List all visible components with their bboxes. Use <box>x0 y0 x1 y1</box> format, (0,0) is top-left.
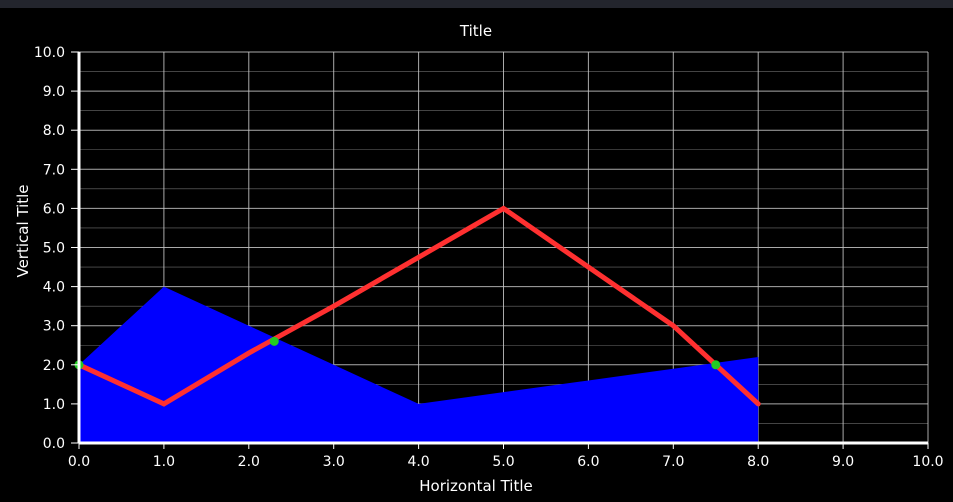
data-marker <box>269 336 279 346</box>
y-tick-label: 8.0 <box>43 123 65 139</box>
top-bar <box>0 0 953 8</box>
x-tick-label: 8.0 <box>747 454 769 470</box>
y-axis-title: Vertical Title <box>14 184 32 277</box>
y-tick-label: 2.0 <box>43 358 65 374</box>
y-tick-label: 5.0 <box>43 241 65 257</box>
y-tick-label: 10.0 <box>34 45 65 61</box>
area-series <box>79 286 759 443</box>
x-tick-label: 0.0 <box>68 454 90 470</box>
x-tick-label: 3.0 <box>323 454 345 470</box>
x-tick-label: 9.0 <box>832 454 854 470</box>
chart-title: Title <box>459 22 492 40</box>
x-tick-label: 10.0 <box>912 454 943 470</box>
x-tick-label: 7.0 <box>662 454 684 470</box>
y-tick-label: 7.0 <box>43 162 65 178</box>
x-tick-label: 5.0 <box>492 454 514 470</box>
y-tick-label: 9.0 <box>43 84 65 100</box>
y-tick-label: 1.0 <box>43 397 65 413</box>
x-tick-label: 6.0 <box>577 454 599 470</box>
area-series-0 <box>79 286 759 443</box>
tick-labels: 0.0 1.0 2.0 3.0 4.0 5.0 6.0 7.0 8.0 9.0 10.0 0.0 1.0… <box>34 45 944 470</box>
x-axis-title: Horizontal Title <box>419 477 533 495</box>
x-tick-label: 1.0 <box>153 454 175 470</box>
line-series-1 <box>76 205 761 407</box>
markers <box>74 336 721 370</box>
line-series <box>76 205 761 407</box>
y-tick-label: 0.0 <box>43 436 65 452</box>
y-tick-label: 4.0 <box>43 280 65 296</box>
data-marker <box>711 360 721 370</box>
grid <box>78 51 929 444</box>
x-tick-label: 2.0 <box>238 454 260 470</box>
y-tick-label: 3.0 <box>43 319 65 335</box>
y-tick-label: 6.0 <box>43 201 65 217</box>
x-tick-label: 4.0 <box>407 454 429 470</box>
